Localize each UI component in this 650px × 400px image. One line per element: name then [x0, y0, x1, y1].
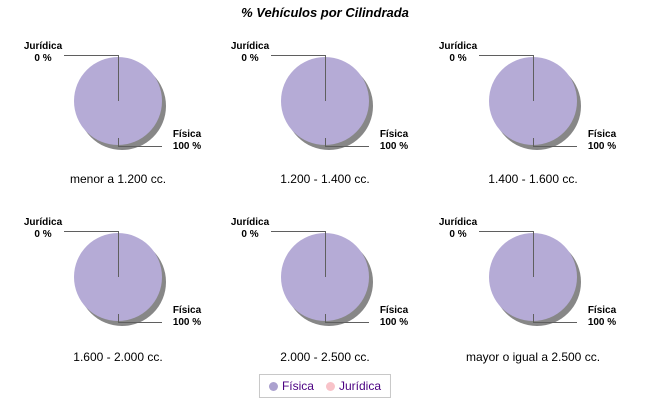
juridica-leader-line: [64, 231, 118, 232]
chart-title: % Vehículos por Cilindrada: [241, 5, 409, 20]
fisica-leader-line: [533, 322, 577, 323]
slice-boundary-line: [533, 231, 534, 277]
juridica-annotation: Jurídica 0 %: [438, 217, 478, 240]
juridica-annotation: Jurídica 0 %: [23, 217, 63, 240]
pie-category-label: 1.600 - 2.000 cc.: [73, 350, 163, 364]
legend-item-fsica: Física: [268, 379, 314, 393]
slice-boundary-line: [325, 55, 326, 101]
fisica-annotation: Física 100 %: [587, 129, 617, 152]
legend: Física Jurídica: [258, 374, 392, 398]
fisica-tick: [325, 138, 326, 146]
legend-label: Jurídica: [338, 379, 382, 393]
pie-category-label: menor a 1.200 cc.: [69, 172, 167, 186]
fisica-leader-line: [325, 322, 369, 323]
slice-boundary-line: [118, 55, 119, 101]
juridica-annotation: Jurídica 0 %: [230, 217, 270, 240]
fisica-leader-line: [325, 146, 369, 147]
fisica-tick: [118, 314, 119, 322]
pie-category-label: mayor o igual a 2.500 cc.: [465, 350, 601, 364]
legend-bullet-icon: [325, 381, 335, 391]
fisica-tick: [325, 314, 326, 322]
pie-category-label: 1.400 - 1.600 cc.: [488, 172, 578, 186]
fisica-annotation: Física 100 %: [172, 129, 202, 152]
juridica-leader-line: [271, 55, 325, 56]
legend-item-jurdica: Jurídica: [325, 379, 382, 393]
fisica-annotation: Física 100 %: [587, 305, 617, 328]
juridica-annotation: Jurídica 0 %: [23, 41, 63, 64]
pie-category-label: 1.200 - 1.400 cc.: [280, 172, 370, 186]
fisica-tick: [118, 138, 119, 146]
legend-bullet-icon: [268, 381, 278, 391]
juridica-annotation: Jurídica 0 %: [230, 41, 270, 64]
fisica-leader-line: [118, 146, 162, 147]
fisica-annotation: Física 100 %: [172, 305, 202, 328]
fisica-annotation: Física 100 %: [379, 129, 409, 152]
juridica-leader-line: [479, 55, 533, 56]
slice-boundary-line: [118, 231, 119, 277]
slice-boundary-line: [325, 231, 326, 277]
juridica-leader-line: [271, 231, 325, 232]
juridica-leader-line: [479, 231, 533, 232]
juridica-leader-line: [64, 55, 118, 56]
fisica-leader-line: [533, 146, 577, 147]
fisica-leader-line: [118, 322, 162, 323]
slice-boundary-line: [533, 55, 534, 101]
fisica-tick: [533, 138, 534, 146]
fisica-tick: [533, 314, 534, 322]
fisica-annotation: Física 100 %: [379, 305, 409, 328]
pie-category-label: 2.000 - 2.500 cc.: [280, 350, 370, 364]
legend-label: Física: [281, 379, 314, 393]
juridica-annotation: Jurídica 0 %: [438, 41, 478, 64]
